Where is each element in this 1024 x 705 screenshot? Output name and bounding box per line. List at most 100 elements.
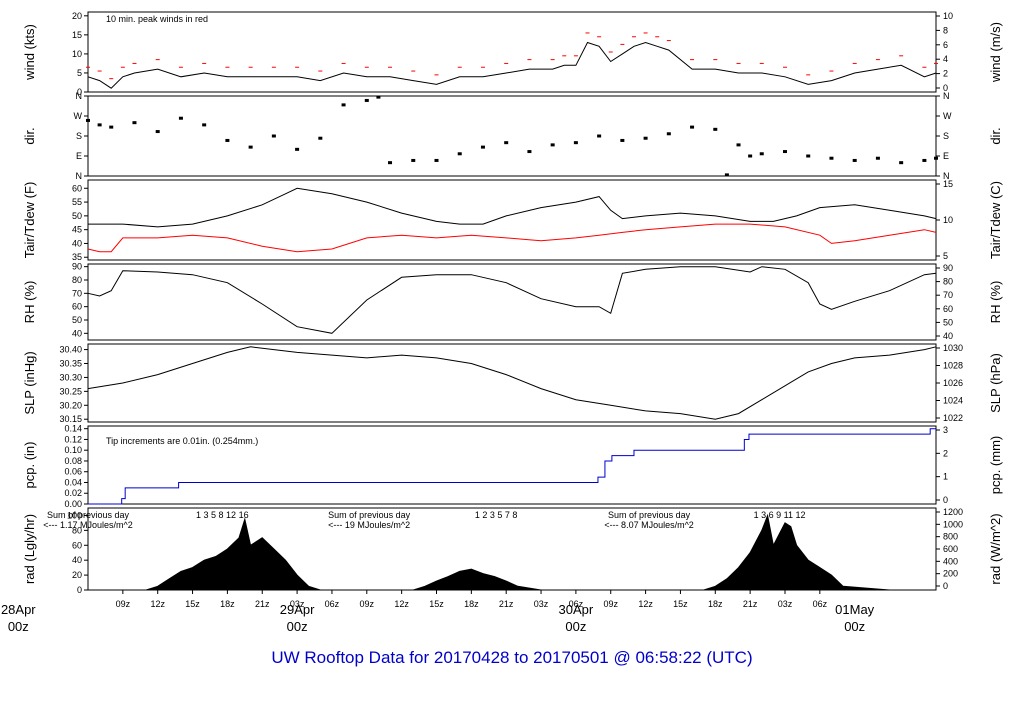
panel-frame-wind <box>87 11 937 93</box>
dir-point <box>364 98 369 102</box>
rad-note-line1: Sum of previous day <box>328 510 411 520</box>
xtick-label: 18z <box>464 599 479 609</box>
xtick-label: 06z <box>569 599 584 609</box>
rad-area <box>88 513 890 591</box>
rad-note-line2: <--- 19 MJoules/m^2 <box>328 520 410 530</box>
dir-point <box>132 121 137 125</box>
ytick-label-tair_tdew: 40 <box>72 238 82 248</box>
day-label: 29Apr <box>280 602 315 617</box>
ytick-label-slp: 30.20 <box>59 400 82 410</box>
dir-point <box>852 158 857 162</box>
ylabel-tair_tdew: Tair/Tdew (F) <box>22 182 37 259</box>
ytick-right-label-tair_tdew: 5 <box>943 251 948 261</box>
ytick-right-label-wind: 10 <box>943 11 953 21</box>
rad-hour-markers: 1 2 3 5 7 8 <box>475 510 518 520</box>
wind-annotation: 10 min. peak winds in red <box>106 14 208 24</box>
series-line-rh <box>87 266 937 334</box>
ytick-right-label-slp: 1030 <box>943 343 963 353</box>
ytick-right-label-slp: 1024 <box>943 396 963 406</box>
xtick-label: 21z <box>743 599 758 609</box>
ytick-right-label-pcp: 2 <box>943 448 948 458</box>
rad-note-line2: <--- 8.07 MJoules/m^2 <box>604 520 694 530</box>
panel-frame-pcp <box>87 425 937 505</box>
dir-point <box>86 118 90 122</box>
ytick-label-dir: W <box>74 111 83 121</box>
dir-point <box>875 156 880 160</box>
dir-point <box>713 127 718 131</box>
panel-frame-slp <box>87 343 937 423</box>
ytick-label-slp: 30.35 <box>59 359 82 369</box>
dir-point <box>806 154 811 158</box>
ytick-right-label-wind: 6 <box>943 40 948 50</box>
xtick-label: 15z <box>429 599 444 609</box>
ytick-label-slp: 30.25 <box>59 386 82 396</box>
xtick-label: 15z <box>673 599 688 609</box>
ylabel-right-wind: wind (m/s) <box>988 22 1003 83</box>
day-label: 30Apr <box>559 602 594 617</box>
dir-point <box>829 156 834 160</box>
dir-point <box>376 95 381 99</box>
ytick-right-label-rh: 80 <box>943 277 953 287</box>
ytick-right-label-rad: 800 <box>943 532 958 542</box>
rad-note-line2: <--- 1.17 MJoules/m^2 <box>43 520 133 530</box>
ytick-label-rad: 20 <box>72 570 82 580</box>
ytick-right-label-rad: 400 <box>943 556 958 566</box>
ytick-label-slp: 30.30 <box>59 372 82 382</box>
ytick-label-pcp: 0.08 <box>64 456 82 466</box>
ytick-label-pcp: 0.04 <box>64 477 82 487</box>
ylabel-right-slp: SLP (hPa) <box>988 353 1003 413</box>
dir-point <box>899 161 904 165</box>
ytick-label-rad: 40 <box>72 555 82 565</box>
day-label-sub: 00z <box>565 619 586 634</box>
ylabel-wind: wind (kts) <box>22 24 37 81</box>
ytick-label-wind: 0 <box>77 87 82 97</box>
dir-point <box>202 123 207 127</box>
ylabel-pcp: pcp. (in) <box>22 442 37 489</box>
dir-point <box>934 156 938 160</box>
ytick-right-label-rad: 1200 <box>943 507 963 517</box>
ytick-right-label-rad: 0 <box>943 581 948 591</box>
ytick-label-dir: N <box>76 171 83 181</box>
ytick-label-wind: 15 <box>72 30 82 40</box>
ytick-right-label-rh: 40 <box>943 331 953 341</box>
ytick-right-label-dir: S <box>943 131 949 141</box>
ylabel-right-rh: RH (%) <box>988 281 1003 324</box>
ytick-label-pcp: 0.00 <box>64 499 82 509</box>
ytick-right-label-dir: E <box>943 151 949 161</box>
ytick-label-slp: 30.15 <box>59 414 82 424</box>
xtick-label: 15z <box>185 599 200 609</box>
ytick-right-label-rad: 200 <box>943 569 958 579</box>
ytick-right-label-slp: 1022 <box>943 413 963 423</box>
dir-point <box>527 150 532 154</box>
ytick-label-dir: N <box>76 91 83 101</box>
xtick-label: 09z <box>360 599 375 609</box>
ytick-label-pcp: 0.02 <box>64 488 82 498</box>
xtick-label: 06z <box>325 599 340 609</box>
dir-point <box>597 134 602 138</box>
day-label-sub: 00z <box>844 619 865 634</box>
xtick-label: 21z <box>255 599 270 609</box>
xtick-label: 12z <box>150 599 165 609</box>
ylabel-right-dir: dir. <box>988 127 1003 144</box>
ytick-right-label-rad: 1000 <box>943 519 963 529</box>
ytick-label-rh: 50 <box>72 315 82 325</box>
series-line-tair <box>88 187 937 228</box>
ytick-right-label-tair_tdew: 10 <box>943 215 953 225</box>
ytick-label-pcp: 0.12 <box>64 434 82 444</box>
dir-point <box>295 147 300 151</box>
xtick-label: 03z <box>534 599 549 609</box>
xtick-label: 06z <box>813 599 828 609</box>
dir-point <box>480 145 485 149</box>
ytick-right-label-wind: 4 <box>943 54 948 64</box>
ytick-label-slp: 30.40 <box>59 345 82 355</box>
ytick-label-rad: 100 <box>67 510 82 520</box>
ytick-label-rh: 70 <box>72 288 82 298</box>
dir-point <box>109 125 114 129</box>
series-line-wind <box>87 41 937 89</box>
dir-point <box>782 150 787 154</box>
dir-point <box>341 103 346 107</box>
ytick-right-label-rh: 90 <box>943 263 953 273</box>
xtick-label: 03z <box>778 599 793 609</box>
ytick-right-label-dir: W <box>943 111 952 121</box>
